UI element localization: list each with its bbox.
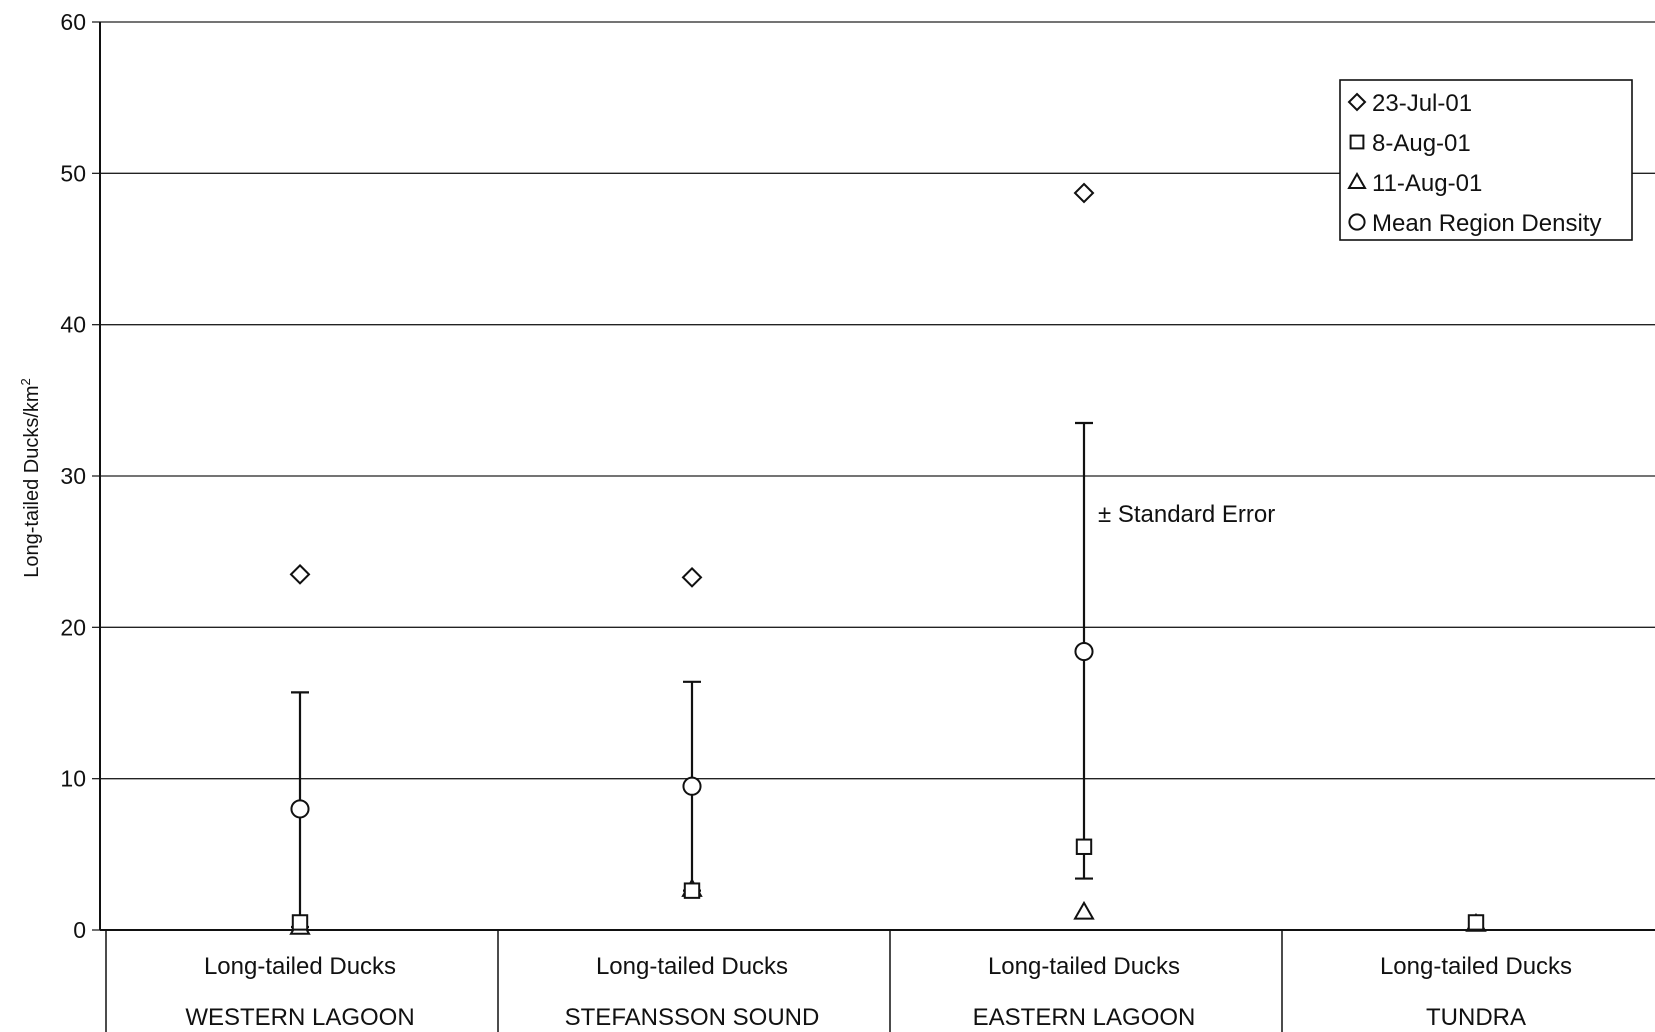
legend-marker-triangle	[1347, 171, 1367, 189]
marker-square-1	[683, 882, 701, 899]
marker-square-0	[291, 914, 309, 931]
marker-circle-1	[682, 776, 702, 796]
marker-diamond-0	[289, 563, 311, 585]
legend-marker-square	[1349, 134, 1365, 150]
y-tick-label-20: 20	[60, 614, 86, 640]
standard-error-annotation: ± Standard Error	[1098, 501, 1275, 528]
gridlines	[100, 21, 1655, 780]
y-tick-label-30: 30	[60, 463, 86, 489]
category-region-label: WESTERN LAGOON	[185, 1004, 414, 1031]
y-axis-label: Long-tailed Ducks/km2	[18, 378, 43, 578]
y-tick-label-0: 0	[73, 917, 86, 943]
marker-triangle-2	[1073, 900, 1095, 920]
axes	[92, 21, 1655, 1032]
y-tick-label-40: 40	[60, 312, 86, 338]
y-tick-label-60: 60	[60, 9, 86, 35]
marker-circle-2	[1074, 641, 1094, 662]
category-region-label: EASTERN LAGOON	[973, 1004, 1196, 1031]
marker-circle-0	[290, 799, 310, 819]
category-labels: Long-tailed Ducks WESTERN LAGOON Long-tail…	[185, 953, 1572, 1031]
legend-box	[1339, 79, 1633, 241]
category-region-label: TUNDRA	[1426, 1004, 1526, 1031]
marker-square-3	[1467, 914, 1485, 931]
marker-diamond-2	[1073, 182, 1095, 204]
data-markers	[289, 182, 1487, 935]
category-species-label: Long-tailed Ducks	[988, 953, 1180, 980]
error-bars	[291, 421, 1093, 929]
category-species-label: Long-tailed Ducks	[596, 953, 788, 980]
category-species-label: Long-tailed Ducks	[204, 953, 396, 980]
legend-marker-diamond	[1347, 92, 1367, 112]
y-tick-label-10: 10	[60, 766, 86, 792]
legend: 23-Jul-01 8-Aug-01 11-Aug-01 Mean Region De…	[1339, 79, 1633, 241]
y-tick-label-50: 50	[60, 160, 86, 186]
y-tick-labels: 0 10 20 30 40 50 60	[60, 9, 86, 943]
legend-label: Mean Region Density	[1372, 210, 1601, 237]
marker-square-2	[1075, 838, 1093, 855]
legend-marker-circle	[1348, 213, 1366, 231]
category-region-label: STEFANSSON SOUND	[565, 1004, 820, 1031]
category-species-label: Long-tailed Ducks	[1380, 953, 1572, 980]
legend-label: 23-Jul-01	[1372, 90, 1472, 117]
legend-label: 8-Aug-01	[1372, 130, 1471, 157]
legend-label: 11-Aug-01	[1372, 170, 1482, 197]
marker-diamond-1	[681, 566, 703, 588]
